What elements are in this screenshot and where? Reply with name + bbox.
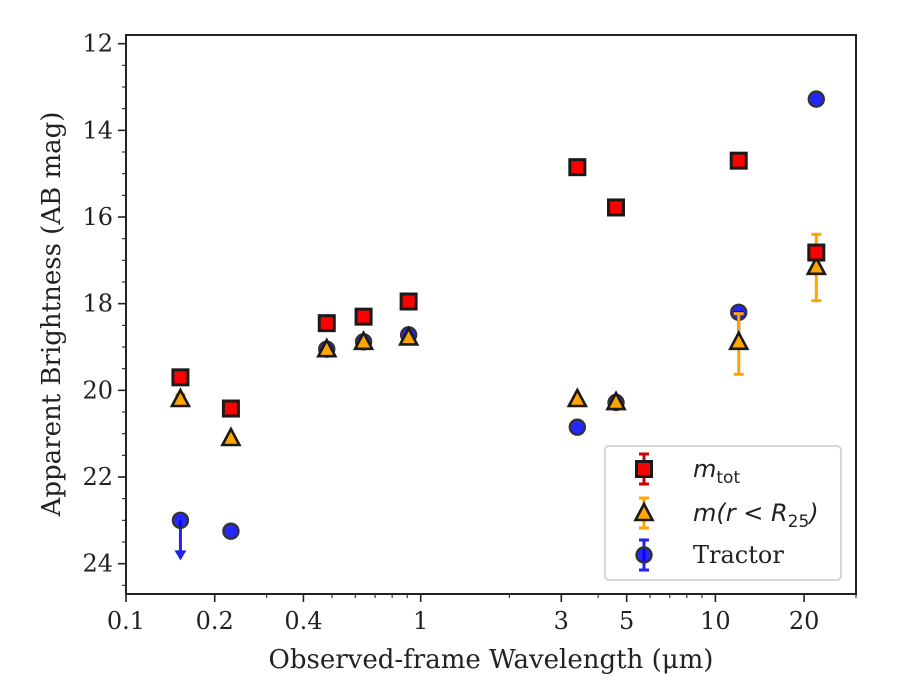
data-point <box>222 522 240 540</box>
data-point <box>171 368 190 387</box>
y-tick-label: 20 <box>82 376 113 404</box>
x-tick-label: 0.1 <box>107 607 145 635</box>
legend-label: m(r < R25) <box>693 499 819 532</box>
data-point <box>220 426 242 447</box>
x-tick-label: 1 <box>413 607 428 635</box>
data-point <box>399 292 418 311</box>
data-point <box>729 151 748 170</box>
data-point <box>807 90 826 108</box>
data-point <box>568 158 587 177</box>
legend-marker <box>635 460 653 478</box>
legend-item-mtot: mtot <box>635 452 740 488</box>
data-point <box>728 330 750 351</box>
x-tick-label: 5 <box>619 607 634 635</box>
data-point <box>169 387 192 408</box>
x-tick-label: 0.4 <box>284 607 322 635</box>
y-tick-label: 24 <box>82 550 113 578</box>
series-mr25 <box>169 232 827 447</box>
y-axis-label: Apparent Brightness (AB mag) <box>37 112 67 518</box>
legend-label: mtot <box>693 455 740 488</box>
data-point <box>566 387 588 408</box>
legend-marker <box>633 501 655 522</box>
plot-frame <box>125 34 857 595</box>
x-tick-label: 10 <box>700 607 731 635</box>
y-tick-label: 14 <box>82 116 113 144</box>
y-tick-label: 18 <box>82 290 113 318</box>
series-mtot <box>171 151 826 418</box>
x-tick-label: 0.2 <box>196 607 234 635</box>
x-axis: 0.1 0.2 0.4 1 3 5 10 20 <box>107 594 857 635</box>
x-axis-label: Observed-frame Wavelength (μm) <box>269 645 714 675</box>
x-tick-label: 20 <box>789 607 820 635</box>
data-point <box>171 511 190 530</box>
data-point <box>805 255 827 276</box>
legend: mtot m(r < R25) Tractor <box>604 445 842 581</box>
data-point <box>605 390 627 411</box>
legend-label: Tractor <box>693 541 784 569</box>
data-point <box>354 307 373 326</box>
data-point <box>316 337 338 358</box>
data-point <box>807 243 826 262</box>
y-tick-label: 22 <box>82 463 113 491</box>
legend-item-mr25: m(r < R25) <box>633 496 819 532</box>
data-point <box>397 325 420 346</box>
legend-frame <box>604 445 842 581</box>
legend-item-tractor: Tractor <box>635 538 784 572</box>
legend-marker <box>635 546 653 564</box>
data-point <box>221 399 240 418</box>
data-point <box>568 418 587 436</box>
data-series <box>169 90 827 561</box>
upper-limit-arrowhead <box>174 550 187 561</box>
y-tick-label: 16 <box>82 203 113 231</box>
y-tick-label: 12 <box>82 30 113 58</box>
data-point <box>317 314 336 333</box>
x-tick-label: 3 <box>554 607 569 635</box>
data-point <box>352 330 375 351</box>
data-point <box>607 198 626 217</box>
y-axis: 12 14 16 18 20 22 24 <box>82 30 126 586</box>
